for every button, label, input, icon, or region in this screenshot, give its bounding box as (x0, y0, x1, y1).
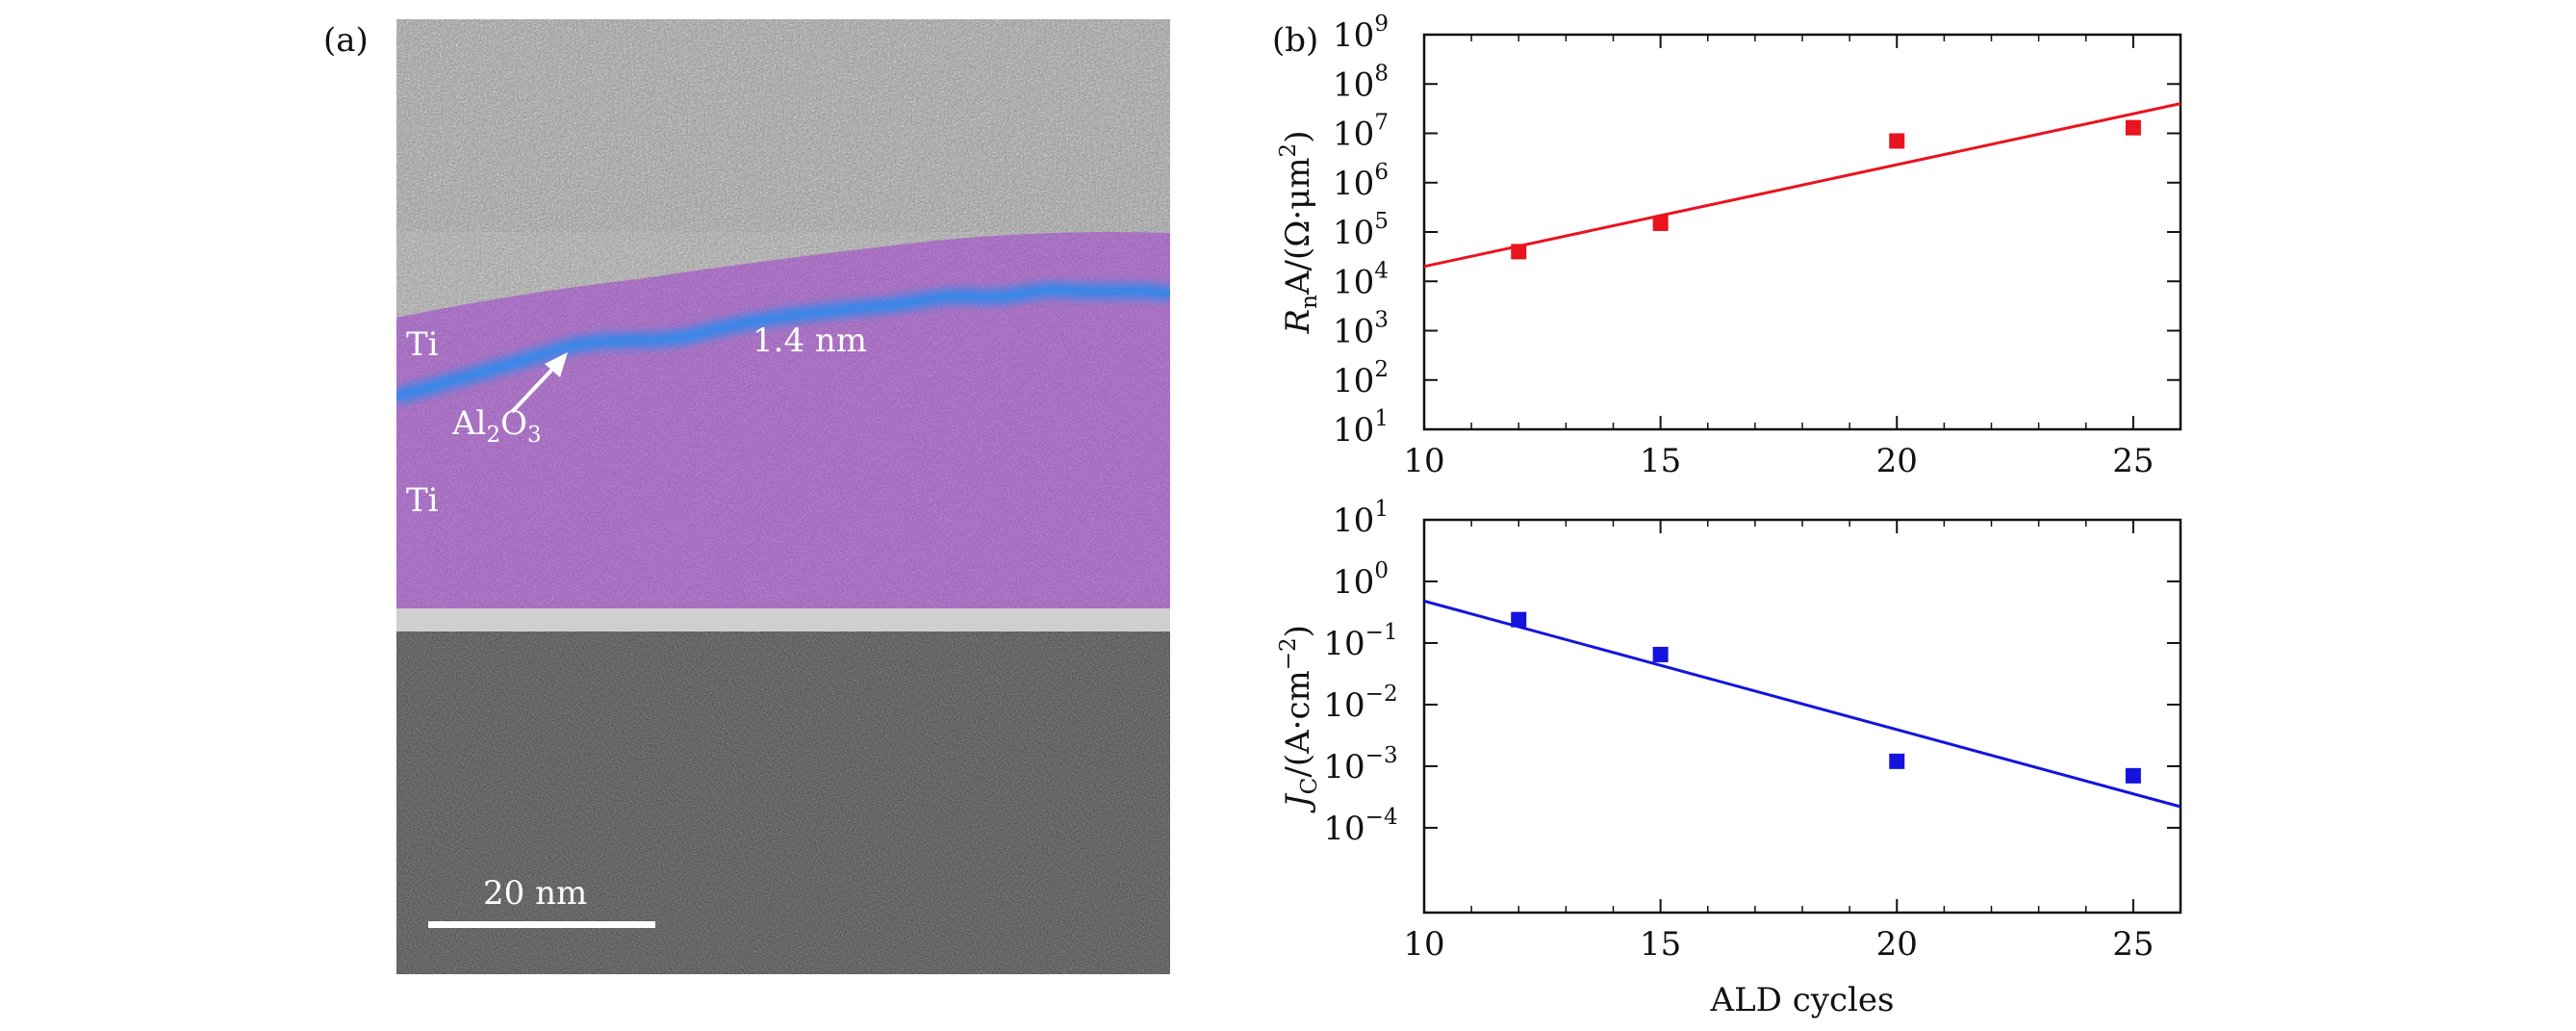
x-tick-label: 10 (1403, 925, 1444, 964)
oxide-sub-3: 3 (526, 422, 542, 448)
data-point (2125, 119, 2141, 136)
y-tick-exponent: 6 (1374, 160, 1389, 185)
y-label-rest: A/(Ω·μm (1279, 157, 1317, 296)
y-tick-label: 106 (1333, 160, 1389, 203)
y-axis-label: RnA/(Ω·μm2) (1276, 131, 1322, 335)
y-tick-label: 102 (1333, 357, 1389, 400)
y-tick-label: 105 (1333, 209, 1389, 252)
y-tick-label: 104 (1333, 258, 1389, 301)
data-point (1652, 646, 1669, 662)
y-tick-exponent: 9 (1374, 12, 1389, 37)
x-axis-label: ALD cycles (1710, 981, 1895, 1019)
fit-line (1423, 102, 2181, 269)
panel-a-label: (a) (323, 21, 369, 60)
y-tick-label: 10−2 (1323, 682, 1397, 725)
x-tick-label: 10 (1403, 442, 1444, 480)
fit-line (1423, 599, 2181, 809)
y-tick-exponent: −3 (1365, 743, 1398, 768)
y-tick-exponent: 2 (1374, 357, 1389, 382)
tem-micrograph: Ti 1.4 nm Al2O3 Ti 20 nm (396, 19, 1170, 974)
scale-bar (428, 921, 655, 928)
label-top-ti: Ti (406, 325, 439, 364)
x-tick-label: 20 (1876, 925, 1918, 964)
y-tick-exponent: −2 (1365, 682, 1398, 707)
x-tick-label: 20 (1876, 442, 1918, 480)
y-label-sup: −2 (1276, 637, 1301, 670)
y-tick-label: 109 (1333, 12, 1389, 55)
tem-micrograph-image (396, 19, 1170, 974)
y-label-main: J (1279, 792, 1317, 813)
plot-frame (1422, 33, 2182, 431)
y-tick-label: 101 (1333, 497, 1389, 540)
data-point (1889, 133, 1905, 149)
y-tick-exponent: 7 (1374, 111, 1389, 136)
interface-line (396, 608, 1170, 631)
y-tick-exponent: 5 (1374, 209, 1389, 234)
y-tick-label: 103 (1333, 308, 1389, 351)
y-tick-exponent: 1 (1374, 406, 1389, 431)
y-tick-label: 10−4 (1323, 805, 1397, 848)
oxide-sub-2: 2 (486, 422, 501, 448)
y-label-sup: 2 (1276, 143, 1301, 158)
label-bottom-ti: Ti (406, 481, 439, 520)
data-point (1511, 244, 1527, 260)
y-tick-exponent: 4 (1374, 258, 1389, 283)
oxide-barrier-line (396, 286, 1170, 400)
oxide-al: Al (452, 404, 487, 443)
plot-frame (1422, 518, 2182, 915)
y-tick-label: 108 (1333, 61, 1389, 104)
data-point (2125, 767, 2141, 784)
y-tick-exponent: 0 (1374, 558, 1389, 583)
y-tick-exponent: 3 (1374, 308, 1389, 333)
y-tick-exponent: −1 (1365, 620, 1398, 645)
label-thickness: 1.4 nm (752, 322, 868, 360)
y-tick-exponent: 8 (1374, 61, 1389, 86)
y-label-end: ) (1279, 131, 1317, 143)
arrow-head (545, 352, 568, 377)
x-tick-label: 25 (2112, 442, 2154, 480)
y-label-main: R (1279, 309, 1317, 335)
y-label-rest: /(A·cm (1279, 670, 1317, 777)
y-tick-label: 10−3 (1323, 743, 1397, 786)
y-tick-label: 107 (1333, 111, 1389, 154)
data-point (1889, 753, 1905, 769)
oxide-o: O (500, 404, 527, 443)
scale-bar-label: 20 nm (483, 874, 588, 913)
y-tick-label: 10−1 (1323, 620, 1397, 663)
x-tick-label: 25 (2112, 925, 2154, 964)
panel-b-label: (b) (1272, 21, 1319, 60)
y-label-end: ) (1279, 625, 1317, 637)
y-tick-label: 100 (1333, 558, 1389, 602)
y-axis-label: JC/(A·cm−2) (1276, 625, 1322, 813)
chart-critical-current: 10 15 20 2510−410−310−210−1100101JC/(A·cm−2… (1276, 497, 2182, 1019)
data-point (1511, 611, 1527, 628)
x-tick-label: 15 (1640, 925, 1681, 964)
data-point (1652, 215, 1669, 231)
chart-resistance: 10 15 20 25101102103104105106107108109RnA/(… (1276, 12, 2182, 480)
y-tick-exponent: −4 (1365, 805, 1398, 830)
y-tick-exponent: 1 (1374, 497, 1389, 522)
y-tick-label: 101 (1333, 406, 1389, 450)
label-oxide: Al2O3 (452, 404, 542, 448)
y-label-sub: C (1297, 778, 1322, 795)
x-tick-label: 15 (1640, 442, 1681, 480)
y-label-sub: n (1297, 295, 1322, 309)
